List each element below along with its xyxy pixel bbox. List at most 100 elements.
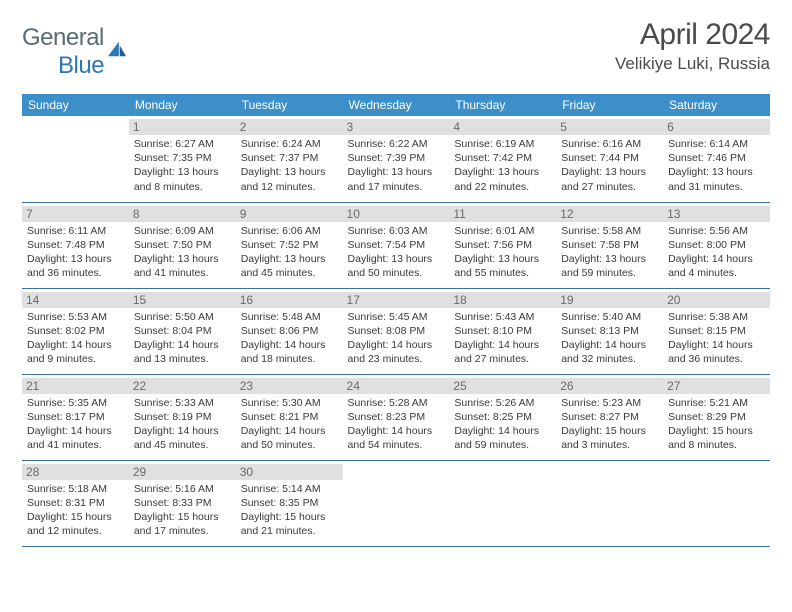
calendar-cell: 6 Sunrise: 6:14 AMSunset: 7:46 PMDaylight… xyxy=(663,116,770,202)
sun-info: Sunrise: 5:28 AMSunset: 8:23 PMDaylight:… xyxy=(348,396,445,453)
calendar-cell: 2 Sunrise: 6:24 AMSunset: 7:37 PMDaylight… xyxy=(236,116,343,202)
day-number: 16 xyxy=(236,292,343,308)
sun-info: Sunrise: 5:50 AMSunset: 8:04 PMDaylight:… xyxy=(134,310,231,367)
brand-general: General xyxy=(22,24,104,51)
day-number: 7 xyxy=(22,206,129,222)
calendar-cell: 24 Sunrise: 5:28 AMSunset: 8:23 PMDayligh… xyxy=(343,374,450,460)
sun-info: Sunrise: 6:14 AMSunset: 7:46 PMDaylight:… xyxy=(668,137,765,194)
calendar-cell: 7 Sunrise: 6:11 AMSunset: 7:48 PMDaylight… xyxy=(22,202,129,288)
day-number: 22 xyxy=(129,378,236,394)
calendar-cell: 16 Sunrise: 5:48 AMSunset: 8:06 PMDayligh… xyxy=(236,288,343,374)
sun-info: Sunrise: 5:21 AMSunset: 8:29 PMDaylight:… xyxy=(668,396,765,453)
calendar-cell: 3 Sunrise: 6:22 AMSunset: 7:39 PMDaylight… xyxy=(343,116,450,202)
calendar-cell: 23Sunrise: 5:30 AMSunset: 8:21 PMDayligh… xyxy=(236,374,343,460)
sun-info: Sunrise: 5:40 AMSunset: 8:13 PMDaylight:… xyxy=(561,310,658,367)
calendar-row: 1Sunrise: 6:27 AMSunset: 7:35 PMDaylight… xyxy=(22,116,770,202)
day-number: 5 xyxy=(556,119,663,135)
calendar-row: 7 Sunrise: 6:11 AMSunset: 7:48 PMDaylight… xyxy=(22,202,770,288)
day-number: 3 xyxy=(343,119,450,135)
calendar-cell: 18 Sunrise: 5:43 AMSunset: 8:10 PMDayligh… xyxy=(449,288,556,374)
day-number: 23 xyxy=(236,378,343,394)
sun-info: Sunrise: 6:24 AMSunset: 7:37 PMDaylight:… xyxy=(241,137,338,194)
day-number: 29 xyxy=(129,464,236,480)
day-number: 10 xyxy=(343,206,450,222)
calendar-cell xyxy=(449,460,556,546)
sun-info: Sunrise: 5:53 AMSunset: 8:02 PMDaylight:… xyxy=(27,310,124,367)
calendar-cell: 17 Sunrise: 5:45 AMSunset: 8:08 PMDayligh… xyxy=(343,288,450,374)
calendar-cell: 25Sunrise: 5:26 AMSunset: 8:25 PMDayligh… xyxy=(449,374,556,460)
day-number: 2 xyxy=(236,119,343,135)
sun-info: Sunrise: 5:58 AMSunset: 7:58 PMDaylight:… xyxy=(561,224,658,281)
calendar-cell: 19 Sunrise: 5:40 AMSunset: 8:13 PMDayligh… xyxy=(556,288,663,374)
sun-info: Sunrise: 6:22 AMSunset: 7:39 PMDaylight:… xyxy=(348,137,445,194)
weekday-header: Thursday xyxy=(449,94,556,116)
day-number: 11 xyxy=(449,206,556,222)
day-number: 13 xyxy=(663,206,770,222)
day-number: 25 xyxy=(449,378,556,394)
day-number: 28 xyxy=(22,464,129,480)
calendar-row: 21Sunrise: 5:35 AMSunset: 8:17 PMDayligh… xyxy=(22,374,770,460)
sun-info: Sunrise: 6:11 AMSunset: 7:48 PMDaylight:… xyxy=(27,224,124,281)
sun-info: Sunrise: 5:45 AMSunset: 8:08 PMDaylight:… xyxy=(348,310,445,367)
sun-info: Sunrise: 6:06 AMSunset: 7:52 PMDaylight:… xyxy=(241,224,338,281)
sun-info: Sunrise: 6:19 AMSunset: 7:42 PMDaylight:… xyxy=(454,137,551,194)
calendar-cell: 11 Sunrise: 6:01 AMSunset: 7:56 PMDayligh… xyxy=(449,202,556,288)
day-number: 15 xyxy=(129,292,236,308)
calendar-cell: 20 Sunrise: 5:38 AMSunset: 8:15 PMDayligh… xyxy=(663,288,770,374)
calendar-row: 14 Sunrise: 5:53 AMSunset: 8:02 PMDayligh… xyxy=(22,288,770,374)
sun-info: Sunrise: 6:03 AMSunset: 7:54 PMDaylight:… xyxy=(348,224,445,281)
day-number: 30 xyxy=(236,464,343,480)
day-number: 17 xyxy=(343,292,450,308)
sun-info: Sunrise: 5:18 AMSunset: 8:31 PMDaylight:… xyxy=(27,482,124,539)
brand-logo: General Blue xyxy=(22,24,128,80)
sun-info: Sunrise: 6:16 AMSunset: 7:44 PMDaylight:… xyxy=(561,137,658,194)
day-number: 14 xyxy=(22,292,129,308)
day-number: 4 xyxy=(449,119,556,135)
calendar-cell: 10 Sunrise: 6:03 AMSunset: 7:54 PMDayligh… xyxy=(343,202,450,288)
calendar-cell: 22 Sunrise: 5:33 AMSunset: 8:19 PMDayligh… xyxy=(129,374,236,460)
calendar-cell xyxy=(663,460,770,546)
sail-icon xyxy=(106,40,128,58)
day-number: 18 xyxy=(449,292,556,308)
calendar-cell: 13 Sunrise: 5:56 AMSunset: 8:00 PMDayligh… xyxy=(663,202,770,288)
day-number: 24 xyxy=(343,378,450,394)
weekday-header: Saturday xyxy=(663,94,770,116)
weekday-header: Tuesday xyxy=(236,94,343,116)
calendar-cell: 27Sunrise: 5:21 AMSunset: 8:29 PMDayligh… xyxy=(663,374,770,460)
sun-info: Sunrise: 5:38 AMSunset: 8:15 PMDaylight:… xyxy=(668,310,765,367)
calendar-cell xyxy=(556,460,663,546)
month-title: April 2024 xyxy=(615,18,770,52)
sun-info: Sunrise: 5:16 AMSunset: 8:33 PMDaylight:… xyxy=(134,482,231,539)
weekday-header: Monday xyxy=(129,94,236,116)
sun-info: Sunrise: 5:43 AMSunset: 8:10 PMDaylight:… xyxy=(454,310,551,367)
title-block: April 2024 Velikiye Luki, Russia xyxy=(615,18,770,74)
calendar-body: 1Sunrise: 6:27 AMSunset: 7:35 PMDaylight… xyxy=(22,116,770,546)
sun-info: Sunrise: 5:56 AMSunset: 8:00 PMDaylight:… xyxy=(668,224,765,281)
day-number: 12 xyxy=(556,206,663,222)
calendar-row: 28 Sunrise: 5:18 AMSunset: 8:31 PMDayligh… xyxy=(22,460,770,546)
sun-info: Sunrise: 5:48 AMSunset: 8:06 PMDaylight:… xyxy=(241,310,338,367)
day-number: 20 xyxy=(663,292,770,308)
day-number: 19 xyxy=(556,292,663,308)
sun-info: Sunrise: 5:14 AMSunset: 8:35 PMDaylight:… xyxy=(241,482,338,539)
day-number: 9 xyxy=(236,206,343,222)
calendar-cell xyxy=(343,460,450,546)
header: General Blue April 2024 Velikiye Luki, R… xyxy=(22,18,770,80)
day-number: 26 xyxy=(556,378,663,394)
sun-info: Sunrise: 6:27 AMSunset: 7:35 PMDaylight:… xyxy=(134,137,231,194)
location-label: Velikiye Luki, Russia xyxy=(615,54,770,74)
calendar-cell: 12 Sunrise: 5:58 AMSunset: 7:58 PMDayligh… xyxy=(556,202,663,288)
day-number: 8 xyxy=(129,206,236,222)
calendar-cell: 5 Sunrise: 6:16 AMSunset: 7:44 PMDaylight… xyxy=(556,116,663,202)
calendar-cell: 9 Sunrise: 6:06 AMSunset: 7:52 PMDaylight… xyxy=(236,202,343,288)
calendar-cell: 26Sunrise: 5:23 AMSunset: 8:27 PMDayligh… xyxy=(556,374,663,460)
sun-info: Sunrise: 5:33 AMSunset: 8:19 PMDaylight:… xyxy=(134,396,231,453)
day-number: 6 xyxy=(663,119,770,135)
calendar-cell xyxy=(22,116,129,202)
weekday-header: Friday xyxy=(556,94,663,116)
sun-info: Sunrise: 6:01 AMSunset: 7:56 PMDaylight:… xyxy=(454,224,551,281)
brand-text: General Blue xyxy=(22,24,104,80)
calendar-cell: 30 Sunrise: 5:14 AMSunset: 8:35 PMDayligh… xyxy=(236,460,343,546)
calendar-cell: 29 Sunrise: 5:16 AMSunset: 8:33 PMDayligh… xyxy=(129,460,236,546)
calendar-table: SundayMondayTuesdayWednesdayThursdayFrid… xyxy=(22,94,770,547)
